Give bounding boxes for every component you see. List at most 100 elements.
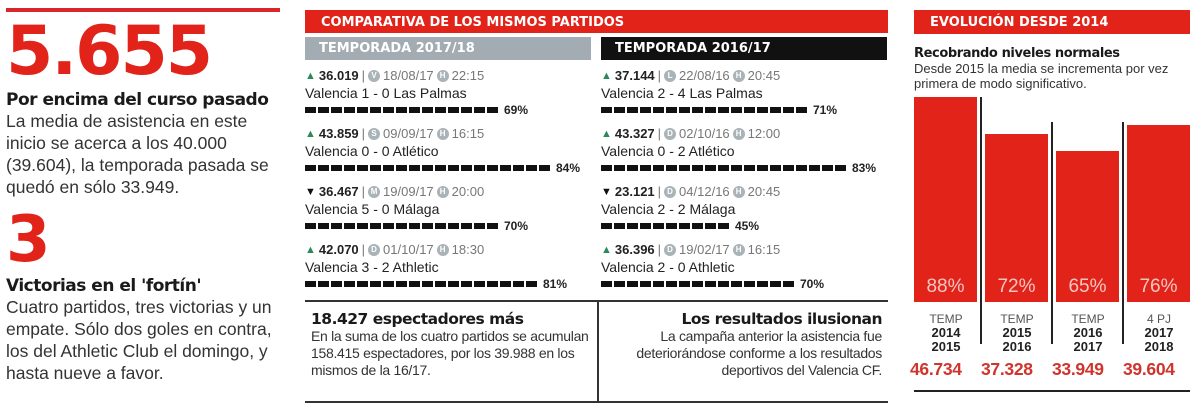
bar-square [370, 165, 381, 171]
bar-square [705, 281, 716, 287]
occupancy-pct: 69% [504, 103, 529, 117]
comparison-footer: 18.427 espectadores más En la suma de lo… [305, 300, 888, 403]
bar-square [679, 281, 690, 287]
bar-square [513, 281, 524, 287]
bar-square [331, 223, 342, 229]
match-result: Valencia 5 - 0 Málaga [305, 201, 440, 217]
occupancy-pct: 45% [735, 219, 760, 233]
footer-left-body: En la suma de los cuatro partidos se acu… [311, 328, 589, 378]
match-date: 19/09/17 [383, 184, 434, 199]
separator: | [361, 68, 366, 83]
weekday-icon: M [368, 186, 381, 198]
bar-square [653, 107, 664, 113]
bar-square [422, 107, 433, 113]
triangle-up-icon: ▲ [601, 70, 612, 82]
bar-square [770, 281, 781, 287]
attendance: 23.121 [614, 184, 655, 199]
bar-square [718, 223, 729, 229]
bar-chart: 88% TEMP 2014 2015 46.734 72% TEMP 2015 2016… [910, 97, 1190, 397]
x-axis-label: TEMP 2014 2015 [911, 312, 981, 354]
match-date: 01/10/17 [383, 242, 434, 257]
bar-square [305, 165, 316, 171]
bar-square [601, 107, 612, 113]
bar-square [396, 165, 407, 171]
stat-number-1: 5.655 [6, 12, 213, 91]
x-axis-label: TEMP 2016 2017 [1053, 312, 1123, 354]
bar-square [396, 107, 407, 113]
bar-square [344, 107, 355, 113]
bar-square [500, 165, 511, 171]
chart-bar: 72% [985, 134, 1048, 302]
bar-square [357, 165, 368, 171]
bar-square [383, 281, 394, 287]
match-time: 20:45 [747, 184, 781, 199]
attendance: 36.467 [318, 184, 359, 199]
evolution-header: EVOLUCIÓN DESDE 2014 [914, 10, 1190, 34]
attendance-value: 46.734 [910, 359, 962, 379]
bar-square [627, 165, 638, 171]
bar-square [692, 107, 703, 113]
season-label: TEMPORADA 2017/18 [305, 37, 591, 60]
bar-square [448, 281, 459, 287]
separator: | [361, 184, 366, 199]
bar-square [601, 281, 612, 287]
occupancy-bar: 45% [601, 218, 887, 234]
bar-square [409, 165, 420, 171]
attendance: 37.144 [614, 68, 655, 83]
separator: | [361, 242, 366, 257]
match-result: Valencia 1 - 0 Las Palmas [305, 85, 467, 101]
bar-square [435, 165, 446, 171]
bar-square [770, 107, 781, 113]
bar-square [705, 107, 716, 113]
attendance-value: 39.604 [1123, 359, 1175, 379]
bar-square [422, 281, 433, 287]
chart-bar: 88% [914, 97, 977, 302]
bar-square [474, 107, 485, 113]
triangle-up-icon: ▲ [305, 244, 316, 256]
separator: | [657, 126, 662, 141]
bar-square [809, 165, 820, 171]
match-item: ▲ 43.859 | S 09/09/17 H 16:15 Valencia 0… [305, 126, 591, 176]
bar-square [435, 223, 446, 229]
label-year1: 2015 [1002, 325, 1032, 340]
triangle-up-icon: ▲ [305, 70, 316, 82]
bar-square [422, 165, 433, 171]
season-column: TEMPORADA 2017/18 ▲ 36.019 | V 18/08/17 … [305, 37, 591, 292]
bar-square [640, 107, 651, 113]
label-year2: 2017 [1073, 339, 1103, 354]
bar-square [305, 107, 316, 113]
bar-square [539, 165, 550, 171]
bar-square [526, 165, 537, 171]
footer-right-body: La campaña anterior la asistencia fue de… [636, 328, 882, 378]
match-time: 20:45 [747, 68, 781, 83]
separator: | [657, 68, 662, 83]
bar-square [409, 281, 420, 287]
match-date: 22/08/16 [679, 68, 730, 83]
match-date: 18/08/17 [383, 68, 434, 83]
bar-square [640, 223, 651, 229]
triangle-down-icon: ▼ [601, 186, 612, 198]
triangle-up-icon: ▲ [601, 128, 612, 140]
bar-square [822, 165, 833, 171]
bar-square [422, 223, 433, 229]
occupancy-bar: 81% [305, 276, 591, 292]
match-time: 16:15 [451, 126, 485, 141]
bar-square [718, 281, 729, 287]
bar-square [448, 223, 459, 229]
bar-square [744, 165, 755, 171]
bar-square [474, 223, 485, 229]
bar-square [835, 165, 846, 171]
bar-square [601, 223, 612, 229]
weekday-icon: D [664, 244, 677, 256]
bar-square [396, 223, 407, 229]
bar-square [627, 281, 638, 287]
bar-square [744, 107, 755, 113]
bar-square [653, 223, 664, 229]
attendance-value: 33.949 [1052, 359, 1104, 379]
bar-square [344, 281, 355, 287]
bar-square [461, 281, 472, 287]
stat-number-2: 3 [6, 203, 51, 277]
occupancy-bar: 83% [601, 160, 887, 176]
chart-bottom-rule [914, 390, 1190, 392]
bar-square [383, 107, 394, 113]
